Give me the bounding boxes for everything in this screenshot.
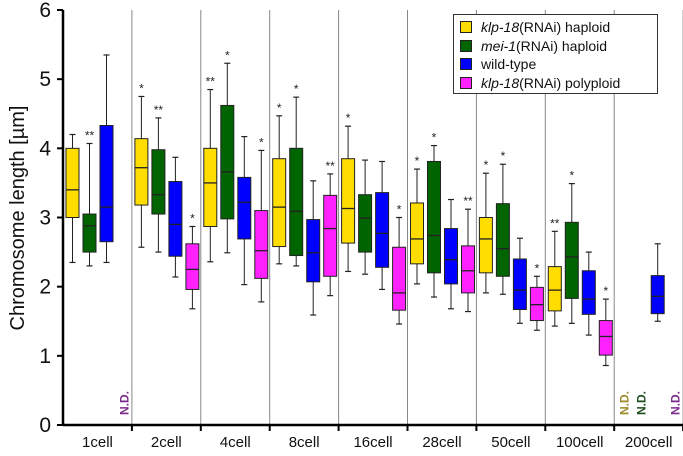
box [410,202,424,265]
not-determined-label: N.D. [618,391,632,415]
legend-swatch [460,58,472,71]
y-tick-label: 5 [39,68,51,91]
legend: klp-18 (RNAi) haploid mei-1 (RNAi) haplo… [453,14,658,94]
box [65,147,80,218]
significance-marker: ** [326,159,336,173]
legend-swatch [460,39,472,52]
legend-item-wild-type: wild-type [460,55,657,74]
y-tick-label: 2 [39,276,51,299]
y-tick-label: 3 [39,207,51,230]
y-tick-label: 4 [39,137,51,160]
not-determined-label: N.D. [635,391,649,415]
box [82,213,97,253]
x-tick-label: 16cell [353,434,392,451]
box [185,243,200,290]
x-tick-label: 1cell [82,434,113,451]
significance-marker: * [603,284,608,298]
box [237,176,252,240]
box [547,266,562,312]
x-tick-label: 50cell [491,434,530,451]
legend-swatch [460,21,472,34]
significance-marker: * [484,158,489,172]
significance-marker: ** [206,75,216,89]
box [168,181,183,257]
box [254,210,269,279]
x-tick-label: 4cell [220,434,251,451]
significance-marker: * [501,149,506,163]
significance-marker: * [225,48,230,62]
box [650,275,665,315]
significance-marker: ** [85,128,95,142]
box [220,104,235,220]
box [151,149,166,215]
significance-marker: * [259,135,264,149]
box [375,192,390,268]
box [478,217,493,274]
x-tick-label: 100cell [556,434,604,451]
not-determined-label: N.D. [118,391,132,415]
significance-marker: ** [550,216,560,230]
significance-marker: * [277,101,282,115]
significance-marker: * [432,131,437,145]
box [341,158,356,244]
box [289,147,304,257]
x-tick-label: 28cell [422,434,461,451]
x-tick-label: 8cell [289,434,320,451]
significance-marker: * [415,154,420,168]
x-tick-label: 200cell [625,434,673,451]
box [203,147,218,227]
box [323,194,338,277]
box [358,194,373,253]
significance-marker: * [346,111,351,125]
significance-marker: * [190,211,195,225]
legend-item-klp18-polyploid: klp-18 (RNAi) polyploid [460,74,657,93]
x-tick-label: 2cell [151,434,182,451]
not-determined-label: N.D. [669,391,683,415]
legend-swatch [460,76,472,89]
box [272,158,287,248]
significance-marker: * [139,81,144,95]
box [392,246,407,311]
significance-marker: * [569,169,574,183]
box [512,258,527,310]
box [444,228,458,285]
box [495,203,510,277]
box [99,125,114,243]
y-tick-label: 6 [39,0,51,22]
y-axis-label: Chromosome length [µm] [7,106,29,331]
significance-marker: ** [154,103,164,117]
legend-item-mei1-haploid: mei-1 (RNAi) haploid [460,37,657,56]
box [134,138,149,206]
significance-marker: * [397,203,402,217]
significance-marker: ** [463,194,473,208]
significance-marker: * [294,82,299,96]
legend-item-klp18-haploid: klp-18 (RNAi) haploid [460,18,657,37]
significance-marker: * [535,261,540,275]
y-tick-label: 1 [39,345,51,368]
box [529,286,544,322]
box [306,219,321,283]
box [581,270,596,315]
box [427,160,441,274]
box [461,245,475,294]
box [564,221,579,299]
box [598,320,613,356]
y-tick-label: 0 [39,414,51,437]
